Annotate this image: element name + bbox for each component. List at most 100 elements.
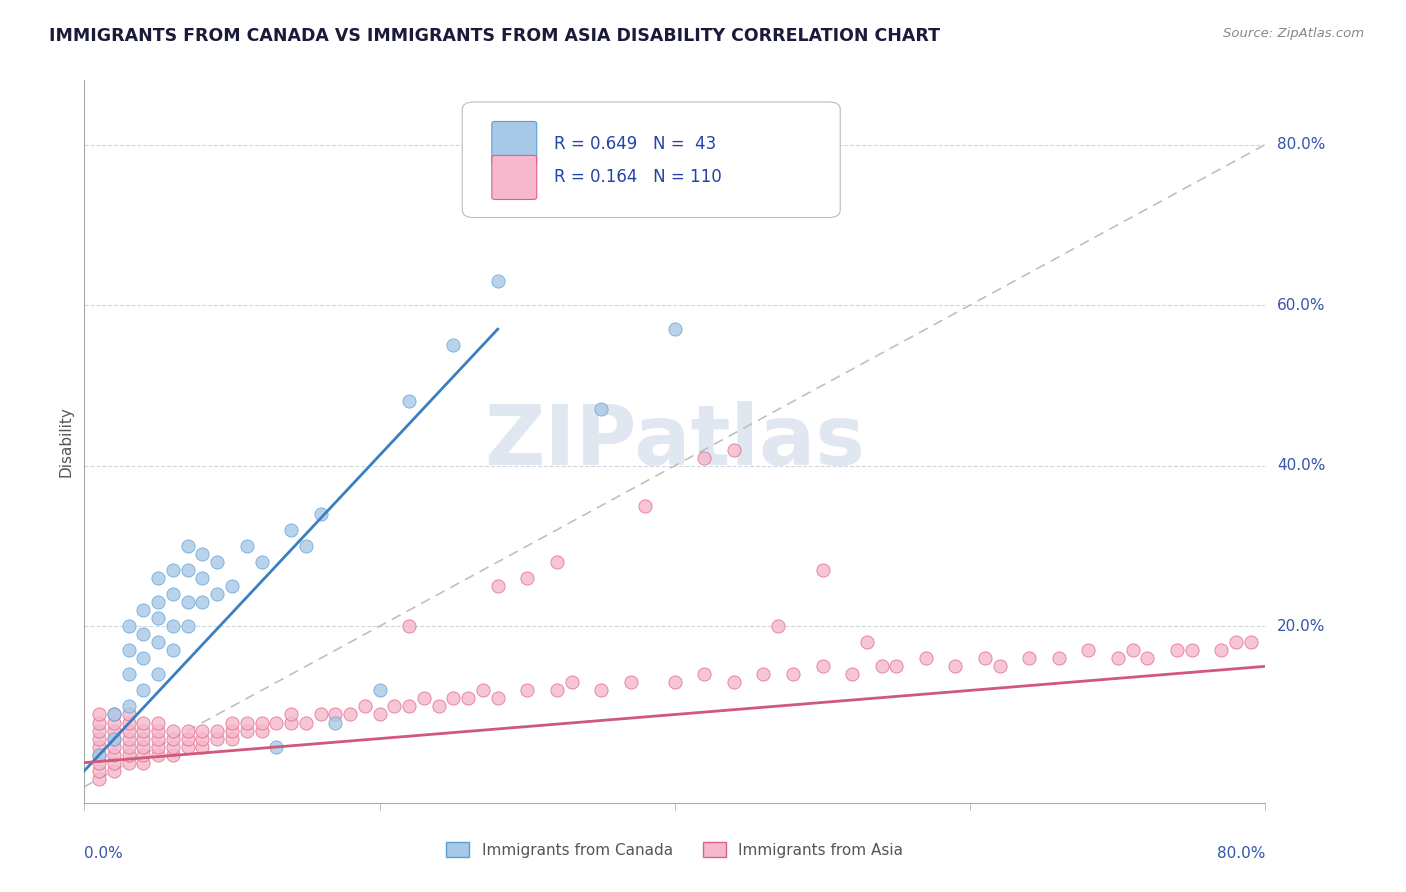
Point: [162, 643, 184, 657]
Point: [693, 450, 716, 465]
Point: [782, 667, 804, 681]
Point: [768, 619, 790, 633]
Point: [325, 707, 347, 722]
Point: [236, 539, 259, 553]
Point: [103, 731, 125, 746]
Point: [1225, 635, 1247, 649]
Y-axis label: Disability: Disability: [58, 406, 73, 477]
Point: [1122, 643, 1144, 657]
Point: [132, 683, 155, 698]
Point: [148, 667, 170, 681]
Point: [207, 731, 229, 746]
Point: [413, 691, 436, 706]
Point: [191, 723, 214, 738]
Point: [118, 699, 141, 714]
Point: [841, 667, 863, 681]
Point: [191, 571, 214, 585]
Text: IMMIGRANTS FROM CANADA VS IMMIGRANTS FROM ASIA DISABILITY CORRELATION CHART: IMMIGRANTS FROM CANADA VS IMMIGRANTS FRO…: [49, 27, 941, 45]
Point: [87, 764, 111, 778]
Point: [118, 739, 141, 754]
Point: [250, 555, 273, 569]
Point: [266, 715, 288, 730]
Text: R = 0.164   N = 110: R = 0.164 N = 110: [554, 169, 723, 186]
Point: [811, 659, 834, 673]
Point: [443, 691, 465, 706]
Point: [103, 747, 125, 762]
Point: [103, 756, 125, 770]
Point: [148, 571, 170, 585]
Point: [177, 739, 200, 754]
Point: [620, 675, 643, 690]
Point: [398, 394, 420, 409]
Point: [472, 683, 495, 698]
Point: [811, 563, 834, 577]
Point: [723, 675, 745, 690]
Point: [221, 731, 243, 746]
Point: [87, 739, 111, 754]
Point: [148, 715, 170, 730]
FancyBboxPatch shape: [492, 121, 537, 166]
Point: [236, 715, 259, 730]
Point: [118, 747, 141, 762]
Point: [103, 707, 125, 722]
Point: [664, 322, 686, 336]
Point: [486, 274, 509, 288]
Point: [398, 699, 420, 714]
Legend: Immigrants from Canada, Immigrants from Asia: Immigrants from Canada, Immigrants from …: [440, 836, 910, 863]
Point: [207, 723, 229, 738]
Point: [221, 715, 243, 730]
Point: [87, 747, 111, 762]
Point: [945, 659, 967, 673]
Point: [516, 683, 538, 698]
Point: [132, 627, 155, 641]
Point: [132, 723, 155, 738]
Point: [118, 756, 141, 770]
Point: [561, 675, 583, 690]
Point: [118, 667, 141, 681]
Point: [148, 731, 170, 746]
Point: [148, 611, 170, 625]
Point: [988, 659, 1011, 673]
Point: [87, 731, 111, 746]
Point: [132, 747, 155, 762]
Point: [132, 715, 155, 730]
Point: [162, 723, 184, 738]
Text: Source: ZipAtlas.com: Source: ZipAtlas.com: [1223, 27, 1364, 40]
Point: [1047, 651, 1070, 665]
Point: [250, 723, 273, 738]
Point: [752, 667, 775, 681]
Point: [856, 635, 879, 649]
Point: [221, 579, 243, 593]
Point: [280, 707, 302, 722]
Point: [87, 723, 111, 738]
Point: [118, 707, 141, 722]
Point: [103, 707, 125, 722]
Point: [162, 747, 184, 762]
Point: [132, 739, 155, 754]
Point: [191, 739, 214, 754]
Point: [1077, 643, 1099, 657]
Point: [162, 619, 184, 633]
Point: [1166, 643, 1188, 657]
Text: 40.0%: 40.0%: [1277, 458, 1326, 473]
Point: [132, 756, 155, 770]
Point: [132, 731, 155, 746]
Point: [177, 619, 200, 633]
Point: [87, 715, 111, 730]
Point: [118, 723, 141, 738]
Point: [309, 707, 332, 722]
Point: [1018, 651, 1040, 665]
Point: [591, 683, 613, 698]
Point: [280, 715, 302, 730]
Point: [546, 683, 568, 698]
Point: [191, 547, 214, 561]
Point: [148, 635, 170, 649]
Point: [325, 715, 347, 730]
Point: [266, 739, 288, 754]
Point: [132, 603, 155, 617]
Point: [354, 699, 377, 714]
Point: [221, 723, 243, 738]
Point: [250, 715, 273, 730]
Point: [974, 651, 997, 665]
Point: [103, 764, 125, 778]
